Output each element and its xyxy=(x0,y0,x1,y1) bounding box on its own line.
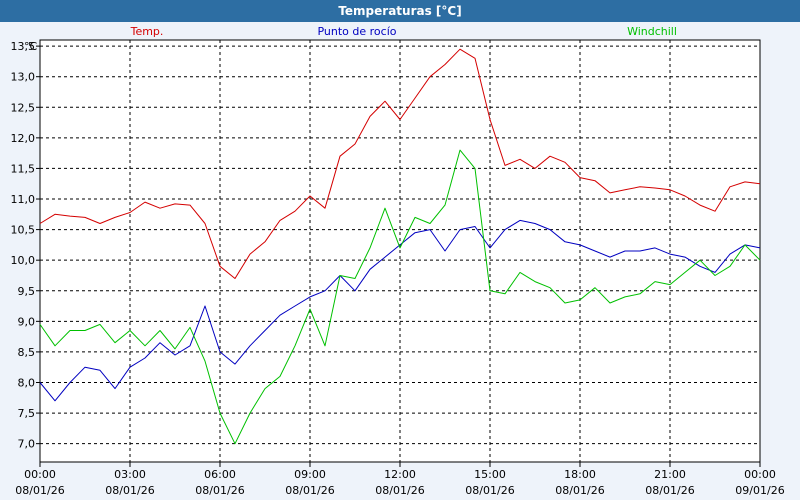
x-tick-time-label: 09:00 xyxy=(294,468,326,481)
legend-entry-temp: Temp. xyxy=(130,25,164,38)
y-tick-label: 11,0 xyxy=(11,193,36,206)
x-tick-date-label: 08/01/26 xyxy=(465,484,514,497)
x-tick-date-label: 08/01/26 xyxy=(15,484,64,497)
x-tick-date-label: 08/01/26 xyxy=(375,484,424,497)
y-tick-label: 11,5 xyxy=(11,162,36,175)
series-layer xyxy=(39,48,761,445)
x-tick-time-label: 03:00 xyxy=(114,468,146,481)
y-axis: 7,0 7,5 8,0 8,5 9,0 9,5 10,0 10,5 11,0 11,5 12,0 12… xyxy=(11,40,40,451)
x-tick-date-label: 08/01/26 xyxy=(645,484,694,497)
x-tick-time-label: 21:00 xyxy=(654,468,686,481)
legend-entry-windchill: Windchill xyxy=(627,25,677,38)
y-tick-label: 8,5 xyxy=(18,346,36,359)
x-tick-date-label: 08/01/26 xyxy=(285,484,334,497)
x-tick-date-label: 08/01/26 xyxy=(195,484,244,497)
y-tick-label: 12,0 xyxy=(11,132,36,145)
x-tick-date-label: 08/01/26 xyxy=(555,484,604,497)
y-tick-label: 12,5 xyxy=(11,101,36,114)
x-tick-time-label: 18:00 xyxy=(564,468,596,481)
x-tick-time-label: 06:00 xyxy=(204,468,236,481)
y-tick-label: 8,0 xyxy=(18,376,36,389)
y-tick-label: 9,0 xyxy=(18,315,36,328)
series-line-temp xyxy=(39,48,761,279)
y-tick-label: 10,0 xyxy=(11,254,36,267)
x-axis: 00:00 08/01/26 03:00 08/01/26 06:00 08/01/26 0… xyxy=(15,462,785,497)
y-tick-label: 9,5 xyxy=(18,285,36,298)
x-tick-date-label: 09/01/26 xyxy=(735,484,784,497)
legend: Temp. Punto de rocío Windchill xyxy=(130,25,677,38)
y-tick-label: 7,0 xyxy=(18,438,36,451)
y-tick-label: 7,5 xyxy=(18,407,36,420)
x-tick-time-label: 12:00 xyxy=(384,468,416,481)
x-tick-time-label: 00:00 xyxy=(24,468,56,481)
y-axis-unit-label: °C xyxy=(24,40,38,53)
y-tick-label: 10,5 xyxy=(11,224,36,237)
y-tick-label: 13,0 xyxy=(11,71,36,84)
grid xyxy=(40,40,760,462)
x-tick-time-label: 00:00 xyxy=(744,468,776,481)
series-line-windchill xyxy=(39,149,761,445)
x-tick-time-label: 15:00 xyxy=(474,468,506,481)
series-line-punto-de-roc-o xyxy=(39,219,761,402)
y-tick-label: 13,5 xyxy=(11,40,36,53)
window-title: Temperaturas [°C] xyxy=(0,0,800,22)
x-tick-date-label: 08/01/26 xyxy=(105,484,154,497)
legend-entry-punto-de-roc-o: Punto de rocío xyxy=(317,25,396,38)
